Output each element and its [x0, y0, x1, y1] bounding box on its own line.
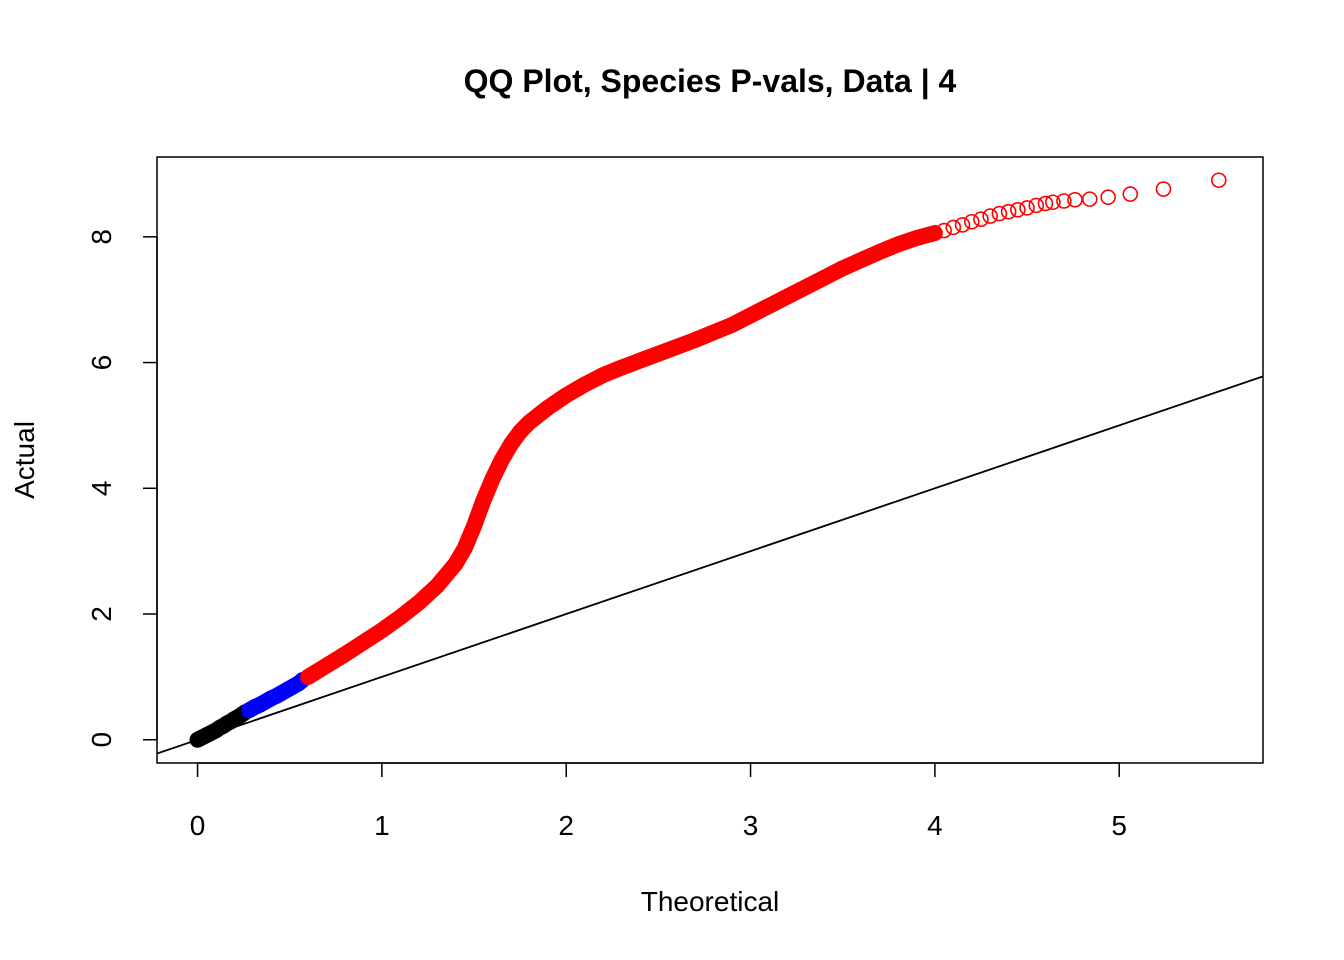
- data-point: [493, 452, 510, 468]
- data-point: [208, 722, 224, 739]
- data-point: [761, 298, 777, 314]
- data-point: [991, 205, 1008, 222]
- x-axis: 0 1 2 3 4 5: [190, 762, 1127, 841]
- data-point: [337, 646, 353, 663]
- y-tick-label: 4: [86, 480, 117, 496]
- data-point: [466, 518, 482, 534]
- data-point: [318, 657, 335, 674]
- data-point: [392, 609, 409, 625]
- data-point: [1056, 193, 1072, 209]
- series-1: [241, 672, 311, 719]
- data-point: [890, 236, 906, 253]
- data-point: [1081, 191, 1098, 207]
- data-point: [300, 669, 316, 685]
- data-point: [936, 222, 952, 239]
- data-point: [1010, 202, 1026, 218]
- data-point: [798, 279, 814, 295]
- x-tick-label: 3: [743, 810, 759, 841]
- data-point: [512, 423, 528, 440]
- plot-area: [157, 172, 1263, 755]
- x-axis-label: Theoretical: [641, 886, 780, 917]
- data-point: [853, 252, 869, 268]
- data-point: [1122, 186, 1139, 202]
- data-point: [954, 217, 971, 233]
- data-point: [447, 555, 464, 572]
- data-point: [742, 307, 759, 324]
- x-tick-label: 0: [190, 810, 206, 841]
- x-tick-label: 4: [927, 810, 943, 841]
- data-point: [687, 332, 704, 348]
- series-2: [300, 172, 1227, 685]
- x-tick-label: 1: [374, 810, 390, 841]
- data-point: [650, 345, 667, 362]
- data-point: [355, 634, 372, 651]
- data-point: [973, 211, 989, 228]
- x-tick-label: 2: [558, 810, 574, 841]
- data-point: [945, 219, 962, 236]
- data-point: [503, 436, 519, 453]
- data-point: [539, 400, 556, 416]
- data-point: [457, 540, 473, 556]
- data-point: [558, 387, 575, 404]
- data-point: [429, 577, 445, 594]
- data-point: [1210, 172, 1227, 189]
- data-point: [222, 713, 239, 730]
- data-point: [982, 208, 998, 224]
- data-point: [521, 414, 538, 431]
- y-axis-label: Actual: [9, 421, 40, 499]
- y-tick-label: 8: [86, 229, 117, 245]
- data-point: [908, 230, 925, 246]
- data-point: [632, 352, 648, 369]
- data-point: [669, 339, 685, 355]
- y-axis: 0 2 4 6 8: [86, 229, 158, 748]
- data-point: [1045, 194, 1061, 211]
- data-point: [595, 367, 611, 383]
- data-point: [475, 493, 492, 509]
- data-point: [1019, 200, 1035, 216]
- y-tick-label: 6: [86, 355, 117, 371]
- data-point: [871, 244, 888, 260]
- data-point: [1000, 203, 1017, 220]
- y-tick-label: 2: [86, 606, 117, 622]
- data-point: [410, 594, 427, 611]
- data-point: [374, 622, 390, 639]
- data-point: [816, 269, 833, 286]
- data-point: [963, 213, 980, 230]
- y-tick-label: 0: [86, 732, 117, 748]
- x-tick-label: 5: [1111, 810, 1127, 841]
- data-point: [576, 376, 593, 393]
- reference-line: [157, 375, 1263, 755]
- data-point: [1100, 189, 1116, 206]
- data-point: [215, 718, 232, 734]
- data-point: [613, 359, 630, 376]
- series-0: [189, 704, 254, 748]
- data-point: [779, 288, 796, 305]
- chart-title: QQ Plot, Species P-vals, Data | 4: [464, 63, 957, 99]
- data-point: [1028, 197, 1045, 214]
- data-point: [724, 317, 740, 333]
- data-point: [484, 471, 501, 487]
- data-point: [705, 324, 722, 341]
- data-point: [1037, 195, 1054, 212]
- data-point: [834, 260, 851, 277]
- data-point: [1155, 181, 1172, 197]
- data-point: [927, 225, 943, 241]
